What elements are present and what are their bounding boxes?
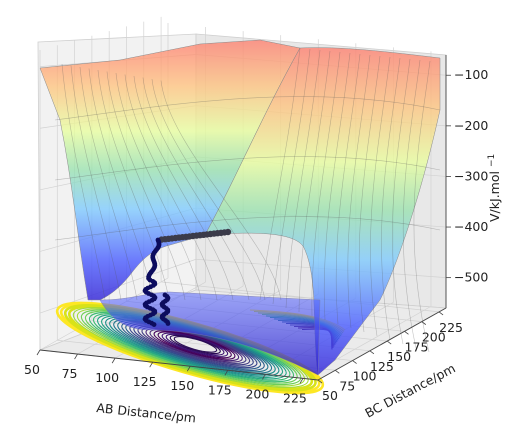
y-tick-mark — [317, 379, 323, 384]
z-axis-label-sup: −1 — [487, 154, 497, 167]
mesh-line — [392, 58, 411, 345]
z-axis-ticks: −100 −200 −300 −400 −500 — [446, 67, 488, 285]
mesh-line — [79, 66, 138, 301]
mesh-line — [323, 52, 351, 321]
mesh-line — [54, 156, 441, 181]
mesh-line — [151, 78, 266, 301]
mesh-line — [97, 69, 170, 301]
mesh-line — [160, 80, 282, 301]
x-tick-label: 200 — [245, 386, 269, 401]
x-tick-label: 50 — [24, 362, 40, 377]
mesh-line — [106, 71, 186, 301]
floor-grid-y — [161, 281, 440, 313]
mesh-line — [298, 50, 331, 313]
mesh-line — [358, 55, 381, 333]
x-tick-mark — [36, 349, 41, 356]
mesh-line — [347, 54, 371, 329]
y-tick-mark — [421, 321, 427, 325]
trajectory-point — [151, 322, 157, 327]
x-axis-label: AB Distance/pm — [96, 400, 197, 425]
mesh-line — [124, 74, 218, 301]
x-tick-label: 75 — [62, 366, 78, 381]
x-axis-ticks: 50 75 100 125 150 175 200 225 — [24, 349, 307, 405]
x-axis-line — [39, 349, 319, 381]
y-tick-mark — [404, 331, 409, 335]
y-tick-mark — [369, 350, 375, 355]
y-tick-label: 125 — [370, 359, 394, 374]
mesh-line — [285, 49, 321, 309]
mesh-line — [54, 96, 441, 121]
x-tick-mark — [186, 366, 191, 372]
mesh-line — [272, 48, 311, 305]
y-tick-label: 50 — [322, 388, 338, 403]
mesh-line — [259, 47, 301, 301]
x-tick-label: 225 — [283, 390, 307, 405]
z-tick-label: −300 — [454, 168, 488, 183]
y-tick-label: 175 — [405, 339, 429, 354]
z-tick-label: −100 — [454, 67, 488, 82]
z-axis-label: V/kJ.mol −1 — [487, 154, 502, 222]
x-tick-label: 125 — [133, 374, 157, 389]
x-tick-mark — [224, 370, 229, 376]
z-tick-label: −200 — [454, 118, 488, 133]
y-tick-label: 225 — [439, 320, 463, 335]
y-tick-mark — [438, 311, 444, 316]
x-tick-label: 150 — [170, 378, 194, 393]
y-tick-mark — [335, 369, 340, 374]
mesh-line — [61, 63, 106, 301]
x-tick-label: 100 — [95, 370, 119, 385]
mesh-line — [70, 65, 122, 301]
z-axis-label-main: V/kJ.mol — [487, 171, 502, 222]
mesh-line — [133, 75, 234, 301]
axis-lines — [39, 55, 447, 381]
mesh-line — [413, 60, 431, 353]
y-tick-mark — [352, 360, 357, 364]
y-tick-mark — [386, 340, 392, 345]
mesh-line — [335, 53, 361, 325]
trajectory-point — [165, 321, 171, 326]
x-tick-mark — [262, 374, 266, 380]
y-tick-label: 75 — [339, 378, 355, 393]
y-tick-label: 200 — [422, 330, 446, 345]
y-tick-label: 100 — [353, 369, 377, 384]
x-tick-label: 175 — [208, 382, 232, 397]
contour-line — [173, 336, 218, 353]
y-tick-label: 150 — [387, 349, 411, 364]
x-tick-mark — [149, 361, 154, 368]
trajectory-path — [142, 228, 232, 327]
mesh-line — [370, 56, 391, 337]
x-tick-mark — [74, 353, 78, 360]
z-tick-label: −400 — [454, 219, 488, 234]
x-tick-mark — [299, 378, 304, 384]
mesh-line — [311, 51, 341, 317]
x-tick-mark — [111, 357, 116, 364]
z-tick-label: −500 — [454, 270, 488, 285]
mesh-line — [381, 57, 401, 341]
mesh-line — [54, 216, 441, 241]
y-axis-line — [317, 307, 447, 381]
mesh-line — [142, 77, 250, 301]
mesh-line — [402, 59, 421, 349]
mesh-line — [115, 72, 202, 301]
